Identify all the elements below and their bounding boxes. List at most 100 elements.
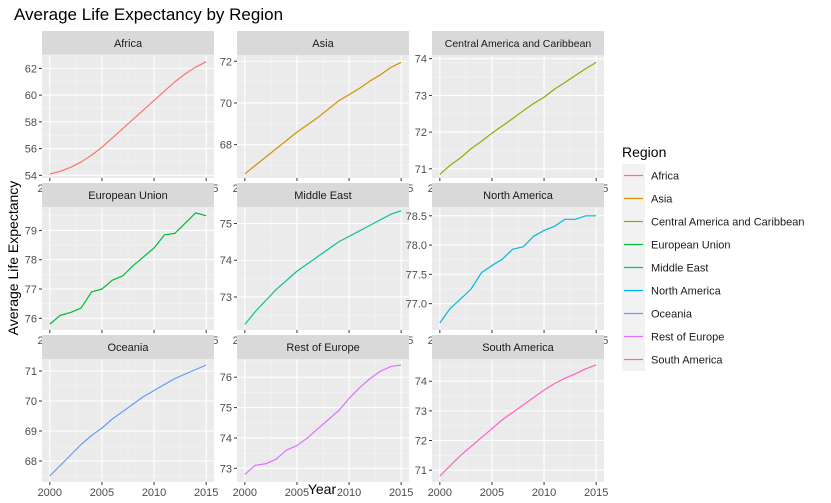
y-tick-label: 74 bbox=[220, 433, 232, 445]
facet-strip bbox=[42, 335, 214, 359]
x-tick-label: 2000 bbox=[428, 487, 452, 499]
legend-label: Africa bbox=[651, 171, 680, 183]
facet-strip-label: Middle East bbox=[294, 190, 351, 202]
legend-item-oceania: Oceania bbox=[622, 302, 693, 325]
y-tick-label: 78.5 bbox=[406, 211, 427, 223]
facet-strip-label: Rest of Europe bbox=[286, 342, 359, 354]
x-tick-label: 2000 bbox=[38, 487, 62, 499]
y-tick-label: 78 bbox=[25, 255, 37, 267]
y-tick-label: 72 bbox=[415, 127, 427, 139]
legend-item-european-union: European Union bbox=[622, 233, 731, 256]
facet-strip-label: European Union bbox=[88, 190, 168, 202]
legend-item-central-america-and-caribbean: Central America and Caribbean bbox=[622, 210, 804, 233]
facet-strip bbox=[432, 31, 604, 55]
y-tick-label: 68 bbox=[220, 140, 232, 152]
y-tick-label: 74 bbox=[220, 255, 232, 267]
facet-north-america: North America77.077.578.078.520002005201… bbox=[406, 183, 608, 347]
y-tick-label: 74 bbox=[415, 54, 427, 66]
facet-strip-label: North America bbox=[483, 190, 554, 202]
legend-label: North America bbox=[651, 286, 722, 298]
x-tick-label: 2005 bbox=[90, 487, 114, 499]
legend-item-africa: Africa bbox=[622, 164, 680, 187]
y-axis-title: Average Life Expectancy bbox=[5, 181, 21, 336]
y-tick-label: 77.5 bbox=[406, 269, 427, 281]
x-tick-label: 2000 bbox=[233, 487, 257, 499]
legend-item-south-america: South America bbox=[622, 348, 723, 371]
legend-label: Middle East bbox=[651, 263, 708, 275]
legend-item-rest-of-europe: Rest of Europe bbox=[622, 325, 724, 348]
y-tick-label: 77 bbox=[25, 284, 37, 296]
y-tick-label: 68 bbox=[25, 456, 37, 468]
facet-asia: Asia6870722000200520102015 bbox=[220, 31, 413, 195]
y-tick-label: 71 bbox=[415, 164, 427, 176]
y-tick-label: 73 bbox=[220, 463, 232, 475]
facet-strip bbox=[432, 183, 604, 207]
legend-label: Rest of Europe bbox=[651, 332, 724, 344]
y-tick-label: 58 bbox=[25, 117, 37, 129]
series-line-central-america-and-caribbean bbox=[439, 61, 597, 175]
y-tick-label: 69 bbox=[25, 426, 37, 438]
y-tick-label: 78.0 bbox=[406, 240, 427, 252]
legend-label: Central America and Caribbean bbox=[651, 217, 804, 229]
y-tick-label: 62 bbox=[25, 63, 37, 75]
legend-label: Asia bbox=[651, 194, 673, 206]
y-tick-label: 73 bbox=[415, 406, 427, 418]
series-line-oceania bbox=[49, 364, 207, 477]
facet-strip-label: Central America and Caribbean bbox=[445, 38, 592, 50]
y-tick-label: 70 bbox=[25, 396, 37, 408]
facet-south-america: South America 71 72 73 74 2000 2005 2010 2015 bbox=[415, 335, 608, 499]
facet-european-union: European Union767778792000200520102015 bbox=[25, 183, 218, 347]
y-tick-label: 77.0 bbox=[406, 299, 427, 311]
series-line-middle-east bbox=[244, 210, 402, 325]
facet-panels: Africa 54 56 58 60 62 2000 2005 2010 2015 Asia 68 70… bbox=[25, 31, 608, 499]
facet-strip bbox=[432, 335, 604, 359]
facet-strip-label: Africa bbox=[114, 38, 143, 50]
facet-central-america-and-caribbean: Central America and Caribbean71727374200… bbox=[415, 31, 608, 195]
x-tick-label: 2015 bbox=[584, 487, 608, 499]
facet-africa: Africa54565860622000200520102015 bbox=[25, 31, 218, 195]
y-tick-label: 54 bbox=[25, 170, 37, 182]
legend-label: Oceania bbox=[651, 309, 693, 321]
facet-middle-east: Middle East7374752000200520102015 bbox=[220, 183, 413, 347]
series-line-european-union bbox=[49, 212, 207, 325]
y-tick-label: 72 bbox=[220, 56, 232, 68]
y-tick-label: 73 bbox=[415, 90, 427, 102]
y-tick-label: 60 bbox=[25, 90, 37, 102]
legend-label: South America bbox=[651, 355, 723, 367]
series-line-north-america bbox=[439, 215, 597, 324]
series-line-africa bbox=[49, 61, 207, 175]
y-tick-label: 75 bbox=[220, 403, 232, 415]
legend-title: Region bbox=[622, 144, 666, 160]
x-tick-label: 2015 bbox=[194, 487, 218, 499]
y-tick-label: 74 bbox=[415, 376, 427, 388]
x-axis-title: Year bbox=[308, 481, 337, 497]
x-tick-label: 2005 bbox=[285, 487, 309, 499]
y-tick-label: 71 bbox=[25, 366, 37, 378]
series-line-asia bbox=[244, 61, 402, 175]
y-tick-label: 72 bbox=[415, 436, 427, 448]
legend-label: European Union bbox=[651, 240, 731, 252]
facet-strip bbox=[237, 31, 409, 55]
y-tick-label: 70 bbox=[220, 98, 232, 110]
y-tick-label: 76 bbox=[220, 372, 232, 384]
x-tick-label: 2005 bbox=[480, 487, 504, 499]
facet-strip-label: Asia bbox=[312, 38, 334, 50]
y-tick-label: 71 bbox=[415, 465, 427, 477]
facet-strip bbox=[42, 31, 214, 55]
facet-strip bbox=[237, 335, 409, 359]
x-tick-label: 2010 bbox=[142, 487, 166, 499]
legend-items: Africa Asia Central America and Caribbean E… bbox=[622, 164, 804, 371]
facet-strip-label: South America bbox=[482, 342, 554, 354]
x-tick-label: 2015 bbox=[389, 487, 413, 499]
facet-rest-of-europe: Rest of Europe 73 74 75 76 2000 2005 2010 2015 bbox=[220, 335, 413, 499]
x-tick-label: 2010 bbox=[532, 487, 556, 499]
legend-item-middle-east: Middle East bbox=[622, 256, 708, 279]
y-tick-label: 75 bbox=[220, 219, 232, 231]
y-tick-label: 56 bbox=[25, 144, 37, 156]
y-tick-label: 73 bbox=[220, 292, 232, 304]
legend: Region Africa Asia Central America and Car… bbox=[622, 144, 804, 371]
facet-strip bbox=[42, 183, 214, 207]
legend-item-asia: Asia bbox=[622, 187, 673, 210]
y-tick-label: 76 bbox=[25, 313, 37, 325]
